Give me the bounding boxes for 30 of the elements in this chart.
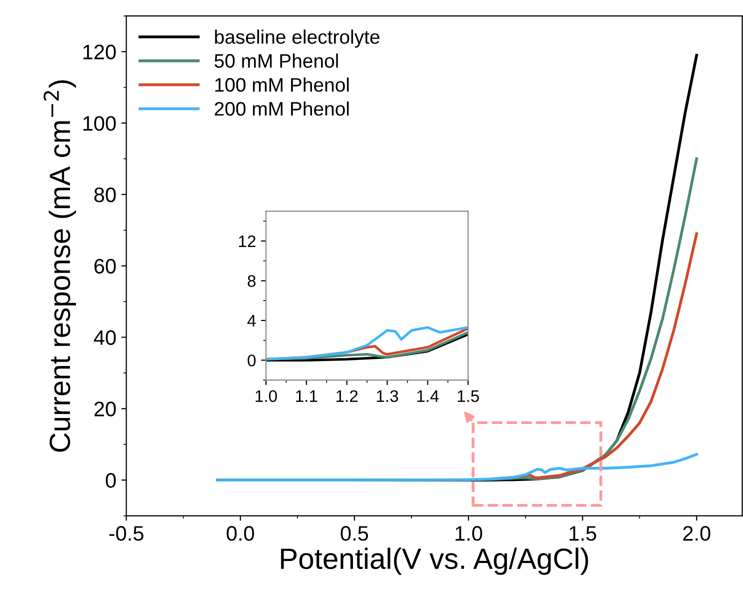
y-tick-label: 80 bbox=[94, 187, 116, 202]
x-tick-label: 0.0 bbox=[226, 526, 254, 541]
legend-label: 100 mM Phenol bbox=[215, 77, 349, 92]
x-tick-label: 1.0 bbox=[256, 390, 277, 402]
x-tick-label: 1.2 bbox=[336, 390, 358, 402]
x-tick-label: 1.5 bbox=[570, 526, 596, 541]
legend-label: 50 mM Phenol bbox=[214, 54, 338, 68]
x-tick-label: 1.1 bbox=[296, 390, 318, 402]
x-tick-label: 0.5 bbox=[340, 526, 368, 541]
x-tick-label: 1.5 bbox=[458, 390, 479, 402]
legend-label: 200 mM Phenol bbox=[214, 101, 349, 116]
y-tick-label: 4 bbox=[247, 315, 256, 327]
x-tick-label: -0.5 bbox=[109, 526, 144, 541]
line-series bbox=[216, 452, 698, 482]
y-tick-label: 100 bbox=[83, 116, 116, 131]
y-tick-label: 8 bbox=[248, 275, 256, 287]
y-tick-label: 0 bbox=[248, 354, 256, 366]
y-tick-label: 40 bbox=[94, 330, 116, 346]
x-tick-label: 1.3 bbox=[376, 390, 398, 402]
legend-label: baseline electrolyte bbox=[215, 30, 380, 48]
y-tick-label: 0 bbox=[106, 473, 116, 488]
y-tick-label: 60 bbox=[94, 258, 116, 274]
y-tick-label: 20 bbox=[94, 402, 116, 416]
x-tick-label: 1.4 bbox=[417, 390, 439, 402]
y-tick-label: 120 bbox=[83, 44, 116, 60]
x-axis-title: Potential(V vs. Ag/AgCl) bbox=[281, 548, 588, 575]
x-tick-label: 1.0 bbox=[456, 526, 482, 541]
x-tick-label: 2.0 bbox=[683, 526, 710, 541]
y-axis-title: Current response (mA cm$^{−2}$) bbox=[44, 80, 76, 452]
y-tick-label: 12 bbox=[239, 235, 256, 248]
